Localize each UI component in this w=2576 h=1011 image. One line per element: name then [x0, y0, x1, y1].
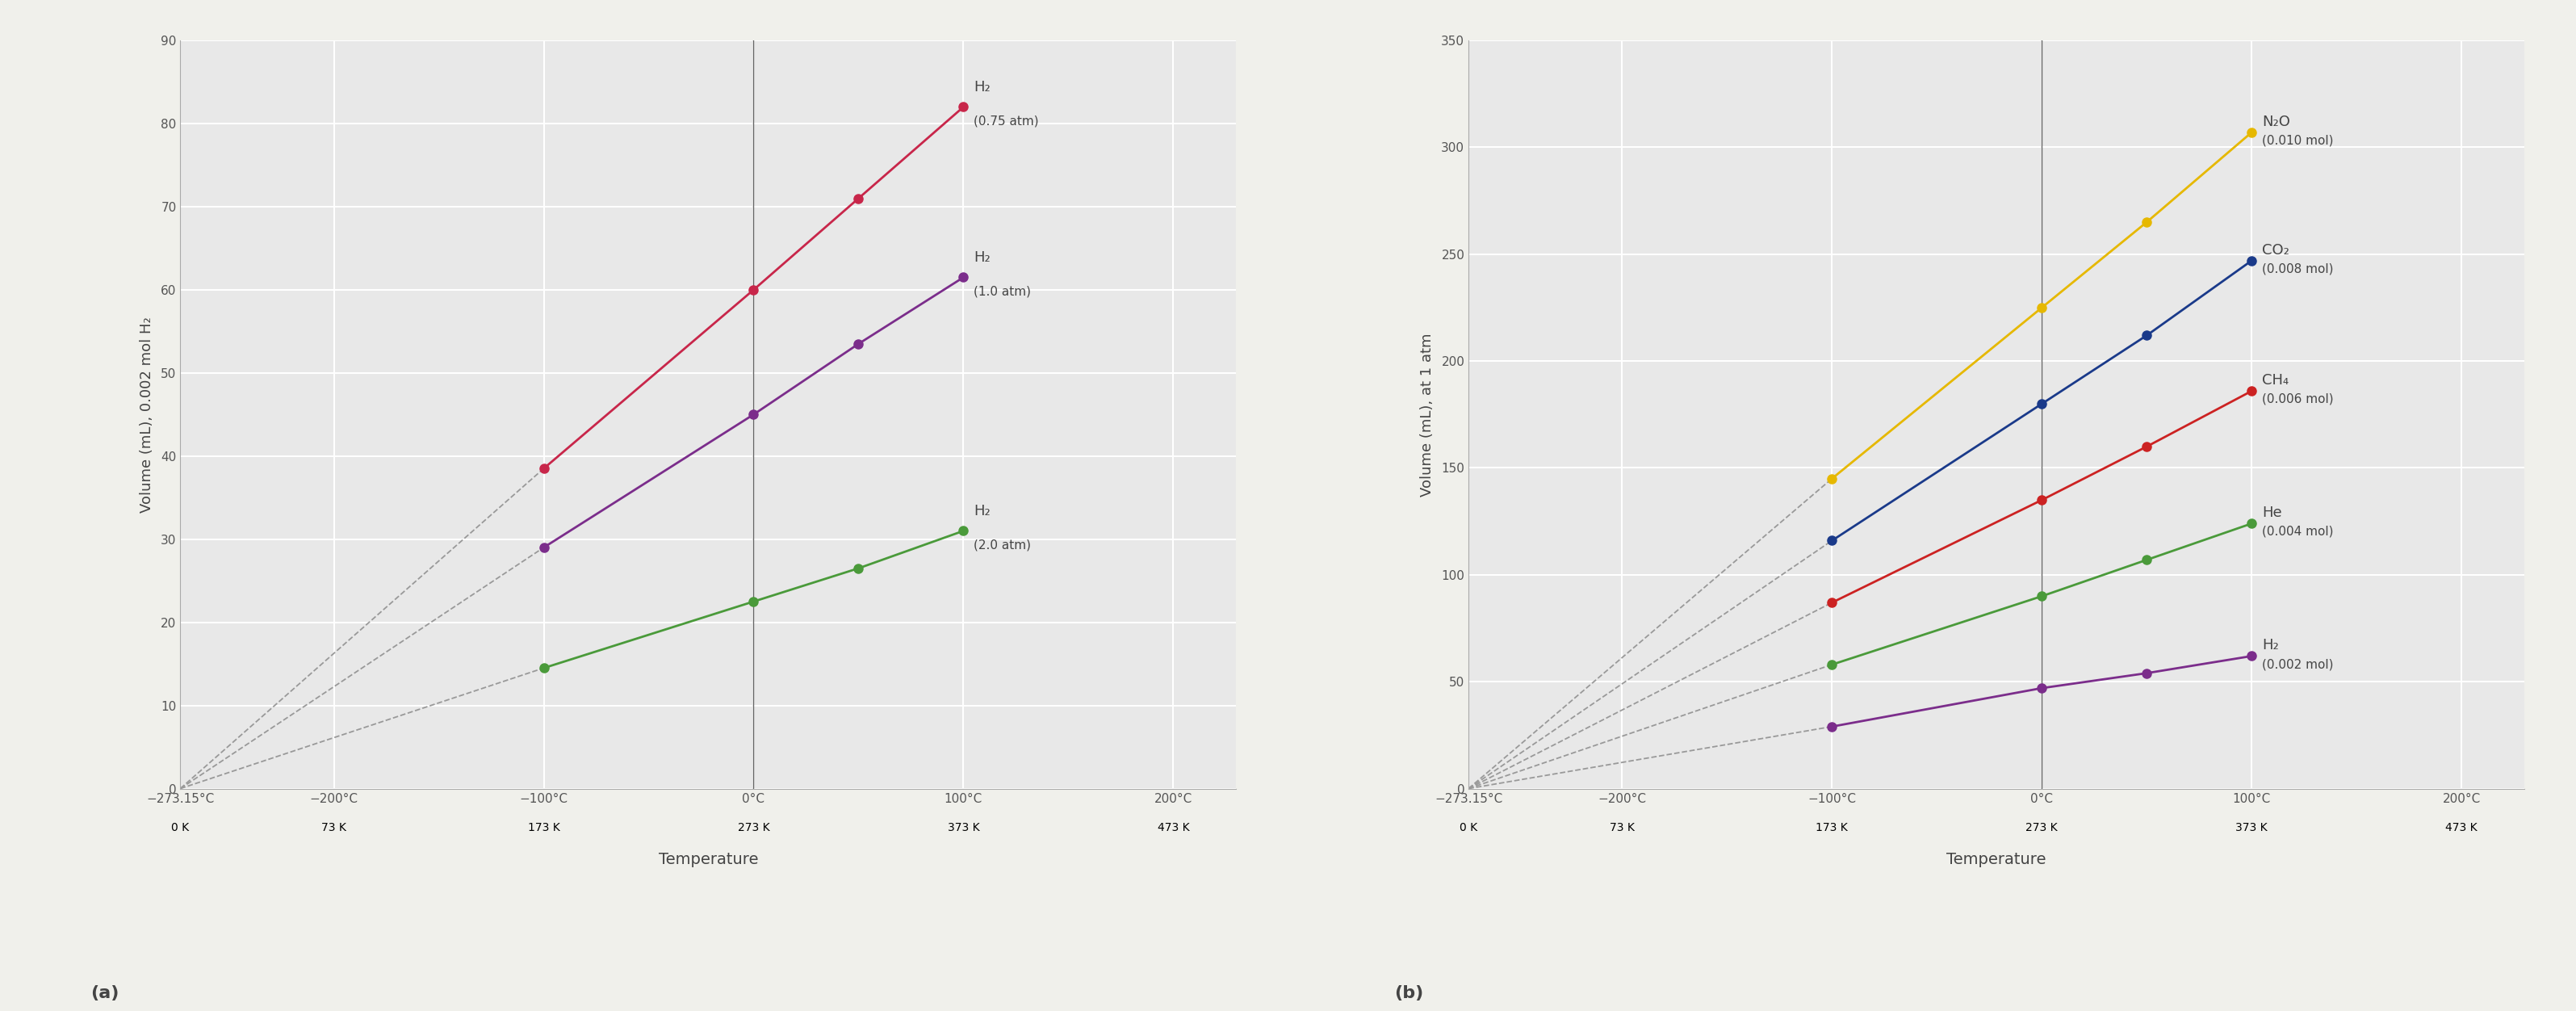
- Text: (0.008 mol): (0.008 mol): [2262, 263, 2334, 275]
- Text: (a): (a): [90, 985, 118, 1001]
- Text: (2.0 atm): (2.0 atm): [974, 539, 1030, 551]
- Text: H₂: H₂: [974, 251, 992, 265]
- Text: (0.002 mol): (0.002 mol): [2262, 658, 2334, 670]
- X-axis label: Temperature: Temperature: [1947, 852, 2045, 867]
- Text: (b): (b): [1394, 985, 1425, 1001]
- X-axis label: Temperature: Temperature: [659, 852, 757, 867]
- Y-axis label: Volume (mL), 0.002 mol H₂: Volume (mL), 0.002 mol H₂: [139, 316, 155, 513]
- Text: (1.0 atm): (1.0 atm): [974, 286, 1030, 298]
- Text: He: He: [2262, 506, 2282, 521]
- Text: (0.004 mol): (0.004 mol): [2262, 526, 2334, 538]
- Text: CO₂: CO₂: [2262, 243, 2290, 258]
- Y-axis label: Volume (mL), at 1 atm: Volume (mL), at 1 atm: [1419, 333, 1435, 496]
- Text: (0.006 mol): (0.006 mol): [2262, 393, 2334, 405]
- Text: (0.75 atm): (0.75 atm): [974, 115, 1038, 127]
- Text: (0.010 mol): (0.010 mol): [2262, 134, 2334, 147]
- Text: CH₄: CH₄: [2262, 373, 2290, 388]
- Text: H₂: H₂: [974, 80, 992, 94]
- Text: H₂: H₂: [974, 503, 992, 519]
- Text: N₂O: N₂O: [2262, 114, 2290, 129]
- Text: H₂: H₂: [2262, 638, 2280, 653]
